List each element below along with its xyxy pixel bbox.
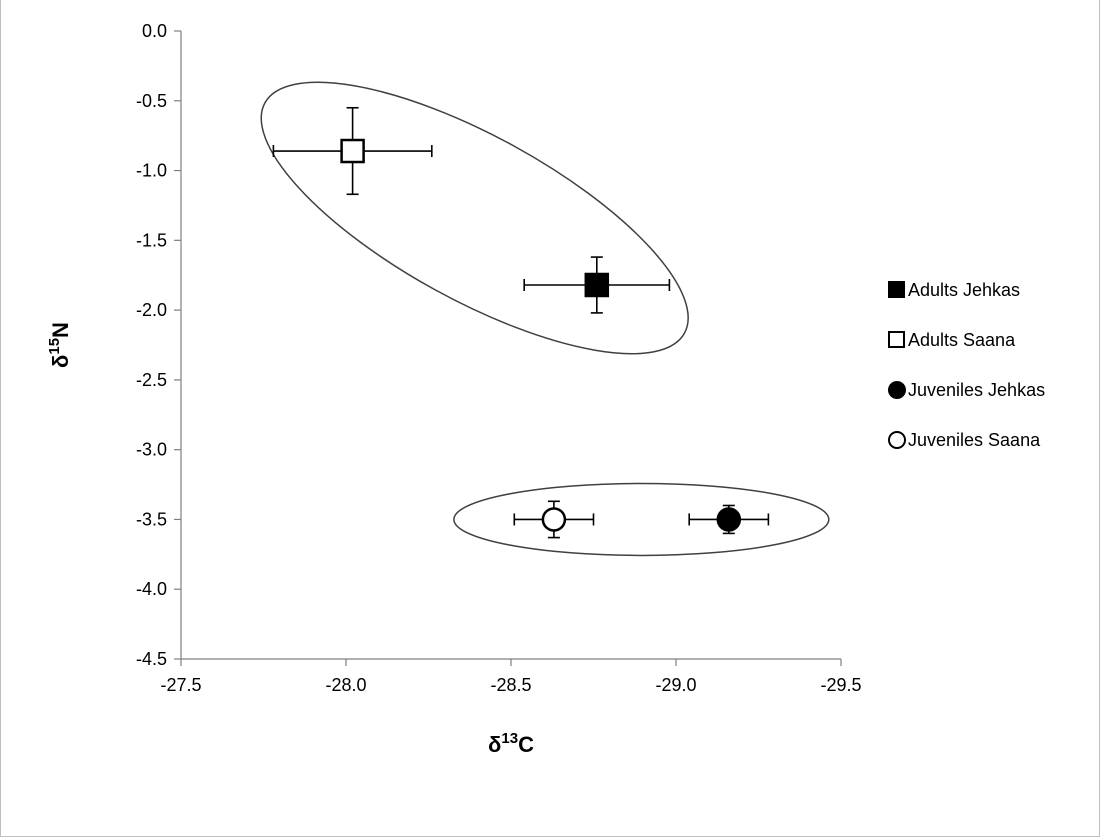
legend-label: Adults Jehkas xyxy=(908,280,1020,300)
y-axis-title: δ15N xyxy=(46,322,73,368)
data-point xyxy=(688,504,770,535)
legend-label: Juveniles Saana xyxy=(908,430,1041,450)
y-tick-label: -0.5 xyxy=(136,91,167,111)
x-tick-label: -27.5 xyxy=(160,675,201,695)
y-tick-label: -4.5 xyxy=(136,649,167,669)
legend: Adults Jehkas Adults Saana Juveniles Jehka… xyxy=(888,280,1045,450)
y-tick-label: 0.0 xyxy=(142,21,167,41)
circle-marker xyxy=(716,507,742,532)
x-tick-label: -28.0 xyxy=(325,675,366,695)
legend-square-marker xyxy=(888,331,905,348)
group-ellipses xyxy=(260,81,830,557)
x-axis-title: δ13C xyxy=(488,730,534,757)
legend-label: Adults Saana xyxy=(908,330,1016,350)
legend-label: Juveniles Jehkas xyxy=(908,380,1045,400)
square-marker xyxy=(584,272,610,298)
data-points xyxy=(272,106,770,539)
x-tick-label: -28.5 xyxy=(490,675,531,695)
y-tick-label: -3.5 xyxy=(136,509,167,529)
data-point xyxy=(513,500,595,539)
x-tick-label: -29.0 xyxy=(655,675,696,695)
y-tick-label: -2.0 xyxy=(136,300,167,320)
legend-circle-marker xyxy=(888,431,906,449)
x-tick-label: -29.5 xyxy=(820,675,861,695)
y-tick-label: -2.5 xyxy=(136,370,167,390)
axes xyxy=(180,31,841,660)
group-ellipse xyxy=(453,482,830,557)
circle-marker xyxy=(541,507,567,532)
data-point xyxy=(523,256,671,314)
y-tick-label: -3.0 xyxy=(136,440,167,460)
group-ellipse xyxy=(260,81,689,355)
data-point xyxy=(272,106,433,196)
legend-circle-marker xyxy=(888,381,906,399)
legend-square-marker xyxy=(888,281,905,298)
y-tick-label: -4.0 xyxy=(136,579,167,599)
square-marker xyxy=(340,138,365,164)
y-tick-label: -1.0 xyxy=(136,161,167,181)
y-tick-label: -1.5 xyxy=(136,230,167,250)
axis-ticks: 0.0 -0.5 -1.0 -1.5 -2.0 -2.5 -3.0 -3.5 -4.0 -4.5 -… xyxy=(136,21,862,695)
